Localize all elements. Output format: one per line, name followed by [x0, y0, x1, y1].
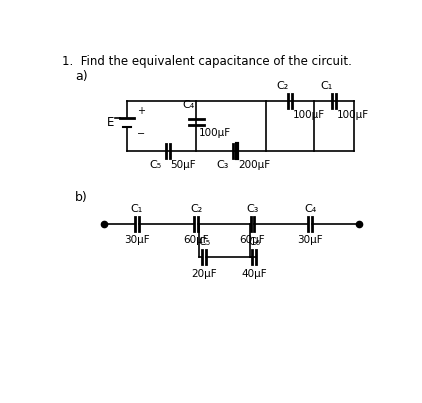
Text: C₆: C₆ — [248, 237, 260, 247]
Text: C₂: C₂ — [276, 81, 288, 91]
Text: 100μF: 100μF — [293, 110, 325, 120]
Text: 100μF: 100μF — [199, 128, 231, 138]
Text: 30μF: 30μF — [298, 235, 323, 245]
Text: 50μF: 50μF — [170, 160, 196, 170]
Text: b): b) — [76, 191, 88, 204]
Text: 1.  Find the equivalent capacitance of the circuit.: 1. Find the equivalent capacitance of th… — [62, 54, 352, 68]
Text: C₅: C₅ — [149, 160, 162, 170]
Text: 60μF: 60μF — [240, 235, 265, 245]
Text: 200μF: 200μF — [238, 160, 270, 170]
Text: +: + — [137, 106, 145, 116]
Text: 30μF: 30μF — [124, 235, 150, 245]
Text: C₄: C₄ — [182, 100, 195, 110]
Text: C₄: C₄ — [304, 204, 316, 214]
Text: −: − — [137, 129, 145, 139]
Text: 20μF: 20μF — [191, 268, 217, 278]
Text: a): a) — [76, 70, 88, 83]
Text: C₅: C₅ — [198, 237, 210, 247]
Text: C₃: C₃ — [246, 204, 259, 214]
Text: C₁: C₁ — [131, 204, 143, 214]
Text: E: E — [107, 116, 115, 129]
Text: C₁: C₁ — [320, 81, 333, 91]
Text: C₂: C₂ — [190, 204, 203, 214]
Text: 100μF: 100μF — [337, 110, 369, 120]
Text: C₃: C₃ — [216, 160, 229, 170]
Text: 40μF: 40μF — [241, 268, 267, 278]
Text: 60μF: 60μF — [184, 235, 209, 245]
